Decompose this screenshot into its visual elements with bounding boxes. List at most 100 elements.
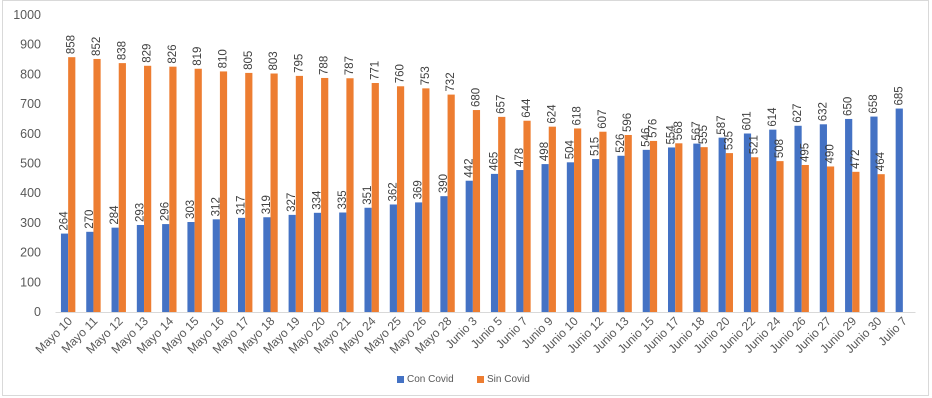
data-label-sin-covid: 535: [723, 131, 735, 150]
bar-sin-covid: [396, 86, 405, 312]
bar-sin-covid: [751, 157, 759, 312]
bar-con-covid: [819, 124, 827, 313]
data-label-con-covid: 587: [716, 115, 728, 134]
data-label-sin-covid: 810: [218, 49, 230, 68]
data-label-con-covid: 334: [311, 190, 323, 210]
bar-sin-covid: [599, 131, 607, 312]
bar-sin-covid: [295, 75, 303, 312]
bar-sin-covid: [776, 161, 784, 312]
y-tick-label: 1000: [13, 8, 41, 22]
bar-con-covid: [389, 204, 397, 312]
bar-con-covid: [415, 202, 423, 312]
bar-sin-covid: [118, 63, 126, 312]
data-label-sin-covid: 657: [496, 95, 508, 114]
bar-con-covid: [592, 159, 600, 312]
bar-sin-covid: [371, 83, 379, 312]
data-label-con-covid: 296: [160, 202, 172, 221]
bar-con-covid: [895, 108, 903, 313]
data-labels: 264 270 284 293 296 303 312 317 319 327 334 335 351 3…: [59, 35, 906, 231]
bar-con-covid: [86, 231, 94, 312]
bar-sin-covid: [245, 72, 253, 312]
data-label-con-covid: 303: [185, 200, 197, 219]
data-label-con-covid: 567: [691, 121, 703, 140]
bar-con-covid: [693, 143, 701, 312]
bar-con-covid: [794, 125, 802, 312]
bar-sin-covid: [624, 134, 632, 312]
data-label-sin-covid: 576: [648, 119, 660, 138]
y-tick-label: 300: [20, 216, 41, 230]
data-label-sin-covid: 596: [622, 113, 634, 132]
bar-con-covid: [60, 233, 69, 312]
bar-con-covid: [187, 222, 195, 312]
y-tick-label: 400: [20, 186, 41, 200]
bar-con-covid: [339, 212, 347, 312]
bar-sin-covid: [447, 94, 455, 312]
data-label-con-covid: 627: [792, 104, 804, 123]
data-label-con-covid: 442: [463, 159, 475, 178]
bar-con-covid: [364, 207, 372, 312]
y-tick-label: 500: [20, 157, 41, 171]
data-label-con-covid: 478: [514, 148, 526, 167]
bar-sin-covid: [169, 66, 177, 312]
data-label-sin-covid: 495: [799, 143, 811, 162]
data-label-sin-covid: 826: [167, 44, 179, 63]
data-label-sin-covid: 508: [774, 139, 786, 158]
data-label-con-covid: 312: [210, 197, 222, 216]
data-label-sin-covid: 607: [597, 110, 609, 129]
legend: Con Covid Sin Covid: [397, 374, 530, 385]
data-label-sin-covid: 795: [293, 54, 305, 73]
plot-area: [60, 57, 903, 313]
bar-con-covid: [313, 212, 322, 312]
bar-sin-covid: [877, 174, 885, 312]
bar-sin-covid: [523, 120, 531, 313]
bar-sin-covid: [321, 77, 329, 313]
bar-sin-covid: [194, 68, 202, 312]
bar-con-covid: [212, 219, 220, 312]
bar-con-covid: [541, 164, 549, 312]
bar-sin-covid: [548, 126, 556, 312]
data-label-con-covid: 335: [337, 190, 349, 209]
data-label-con-covid: 319: [261, 195, 273, 214]
bar-con-covid: [490, 173, 499, 312]
data-label-sin-covid: 472: [850, 150, 862, 169]
data-label-con-covid: 465: [489, 152, 501, 171]
bar-con-covid: [238, 217, 246, 312]
bar-con-covid: [668, 147, 676, 312]
data-label-con-covid: 601: [741, 111, 753, 130]
bar-con-covid: [440, 196, 448, 312]
bar-con-covid: [136, 224, 145, 312]
bar-sin-covid: [574, 128, 582, 312]
data-label-con-covid: 270: [84, 210, 96, 229]
data-label-sin-covid: 490: [825, 144, 837, 163]
bar-sin-covid: [852, 171, 860, 312]
bar-con-covid: [263, 217, 271, 312]
bar-con-covid: [111, 227, 119, 312]
data-label-sin-covid: 732: [445, 72, 457, 91]
bar-con-covid: [642, 149, 650, 312]
data-label-con-covid: 632: [817, 102, 829, 121]
bar-sin-covid: [270, 73, 278, 312]
data-label-con-covid: 317: [236, 196, 248, 215]
legend-item-con-covid: Con Covid: [397, 374, 454, 385]
bar-con-covid: [566, 162, 575, 312]
data-label-con-covid: 546: [640, 128, 652, 147]
bar-con-covid: [769, 129, 777, 312]
bar-con-covid: [718, 137, 726, 312]
data-label-con-covid: 515: [590, 137, 602, 156]
data-label-con-covid: 526: [615, 134, 627, 153]
bar-con-covid: [516, 170, 524, 312]
bar-con-covid: [870, 116, 878, 312]
bar-sin-covid: [675, 143, 683, 312]
data-label-sin-covid: 521: [749, 135, 761, 154]
data-label-sin-covid: 819: [192, 47, 204, 66]
y-tick-label: 600: [20, 127, 41, 141]
data-label-con-covid: 284: [109, 205, 121, 225]
data-label-sin-covid: 788: [319, 56, 331, 75]
bar-con-covid: [162, 224, 170, 312]
data-label-sin-covid: 805: [243, 51, 255, 70]
data-label-sin-covid: 787: [344, 56, 356, 75]
data-label-sin-covid: 858: [66, 35, 78, 54]
data-label-sin-covid: 803: [268, 51, 280, 70]
legend-label-sin-covid: Sin Covid: [487, 374, 530, 385]
